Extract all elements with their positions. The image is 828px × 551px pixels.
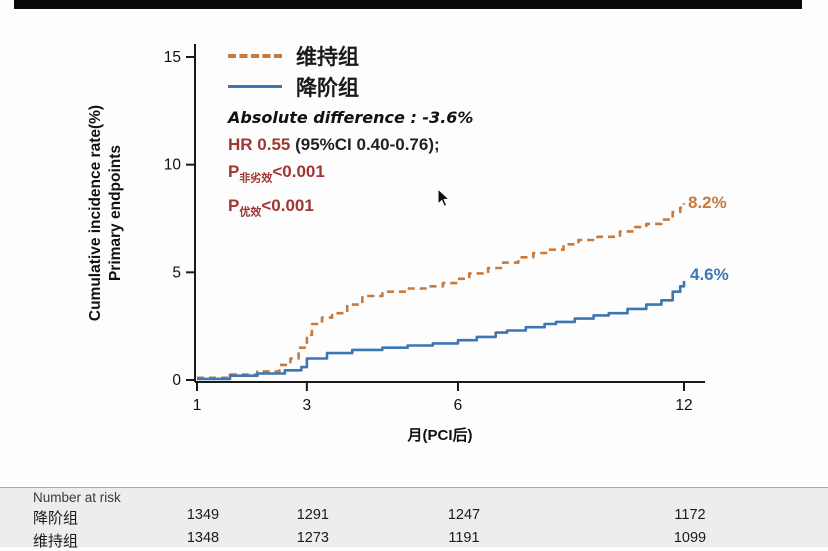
end-label-deescalation: 4.6% <box>690 265 729 284</box>
svg-text:1: 1 <box>193 397 202 414</box>
risk-count: 1273 <box>296 530 329 546</box>
legend-item-deescalation: 降阶组 <box>228 71 359 102</box>
hr-value: HR 0.55 <box>228 135 291 154</box>
end-label-maintenance: 8.2% <box>688 193 727 212</box>
stats-annotation: Absolute difference : -3.6% HR 0.55 (95%… <box>228 104 473 227</box>
risk-count: 1247 <box>447 507 481 523</box>
p-superiority-text: P优效<0.001 <box>228 196 314 219</box>
risk-count: 1191 <box>448 530 480 546</box>
risk-table-title: Number at risk <box>33 490 121 505</box>
x-axis-label: 月(PCI后) <box>407 427 473 444</box>
y-axis-label: Cumulative incidence rate(%) Primary end… <box>86 105 126 321</box>
svg-text:0: 0 <box>172 372 181 389</box>
legend-line-sample-maintenance <box>228 53 282 58</box>
number-at-risk-table: Number at risk 降阶组 维持组 1349 1291 1247 11… <box>0 487 828 550</box>
svg-text:15: 15 <box>164 49 181 66</box>
y-axis-label-line1: Cumulative incidence rate(%) <box>87 104 104 322</box>
svg-text:10: 10 <box>164 157 182 174</box>
risk-count: 1349 <box>186 507 220 523</box>
svg-text:3: 3 <box>303 397 312 414</box>
svg-text:5: 5 <box>172 264 181 281</box>
risk-count: 1099 <box>673 530 707 546</box>
risk-count: 1291 <box>296 507 329 523</box>
svg-text:12: 12 <box>675 397 692 414</box>
hazard-ratio-text: HR 0.55 (95%CI 0.40-0.76); <box>228 131 473 158</box>
legend-label-deescalation: 降阶组 <box>296 76 359 100</box>
risk-count: 1348 <box>186 530 220 546</box>
y-axis-label-line2: Primary endpoints <box>107 144 124 282</box>
svg-text:6: 6 <box>454 397 463 414</box>
top-black-bar <box>14 0 802 9</box>
hr-ci: (95%CI 0.40-0.76); <box>290 135 440 154</box>
risk-row-label-maintenance: 维持组 <box>33 533 79 550</box>
risk-count: 1172 <box>674 507 706 523</box>
risk-row-label-deescalation: 降阶组 <box>33 510 79 527</box>
legend-item-maintenance: 维持组 <box>228 40 359 71</box>
legend-line-sample-deescalation <box>228 85 282 88</box>
mouse-cursor-icon <box>437 188 451 207</box>
legend: 维持组 降阶组 <box>228 40 359 102</box>
km-plot: 0 5 10 15 1 3 6 12 <box>164 44 705 414</box>
absolute-difference-text: Absolute difference : -3.6% <box>228 108 474 127</box>
legend-label-maintenance: 维持组 <box>296 45 359 69</box>
p-noninferiority-text: P非劣效<0.001 <box>228 162 325 185</box>
